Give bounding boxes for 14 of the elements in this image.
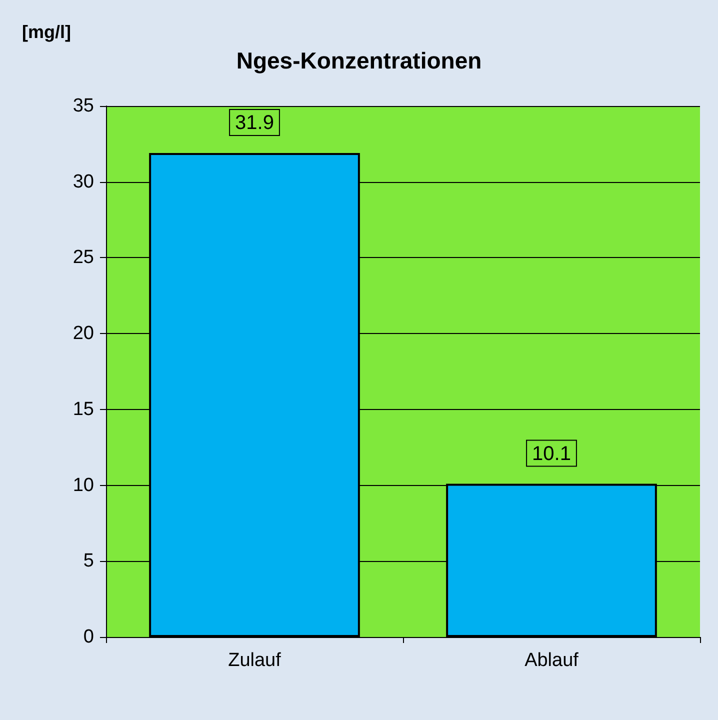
y-tick-label: 5 bbox=[83, 550, 94, 572]
y-tick-label: 25 bbox=[72, 247, 94, 268]
y-tick-label: 20 bbox=[72, 323, 94, 344]
data-label: 10.1 bbox=[532, 442, 571, 465]
y-tick-label: 30 bbox=[72, 171, 94, 192]
y-tick-label: 10 bbox=[72, 474, 94, 496]
y-axis-title: [mg/l] bbox=[22, 22, 71, 42]
x-tick-label: Ablauf bbox=[524, 650, 580, 671]
y-tick-label: 15 bbox=[72, 398, 94, 420]
y-tick-label: 0 bbox=[83, 626, 94, 648]
y-tick-label: 35 bbox=[72, 96, 94, 116]
x-tick-label: Zulauf bbox=[228, 650, 282, 671]
data-label: 31.9 bbox=[235, 112, 274, 134]
chart-title: Nges-Konzentrationen bbox=[236, 48, 482, 74]
